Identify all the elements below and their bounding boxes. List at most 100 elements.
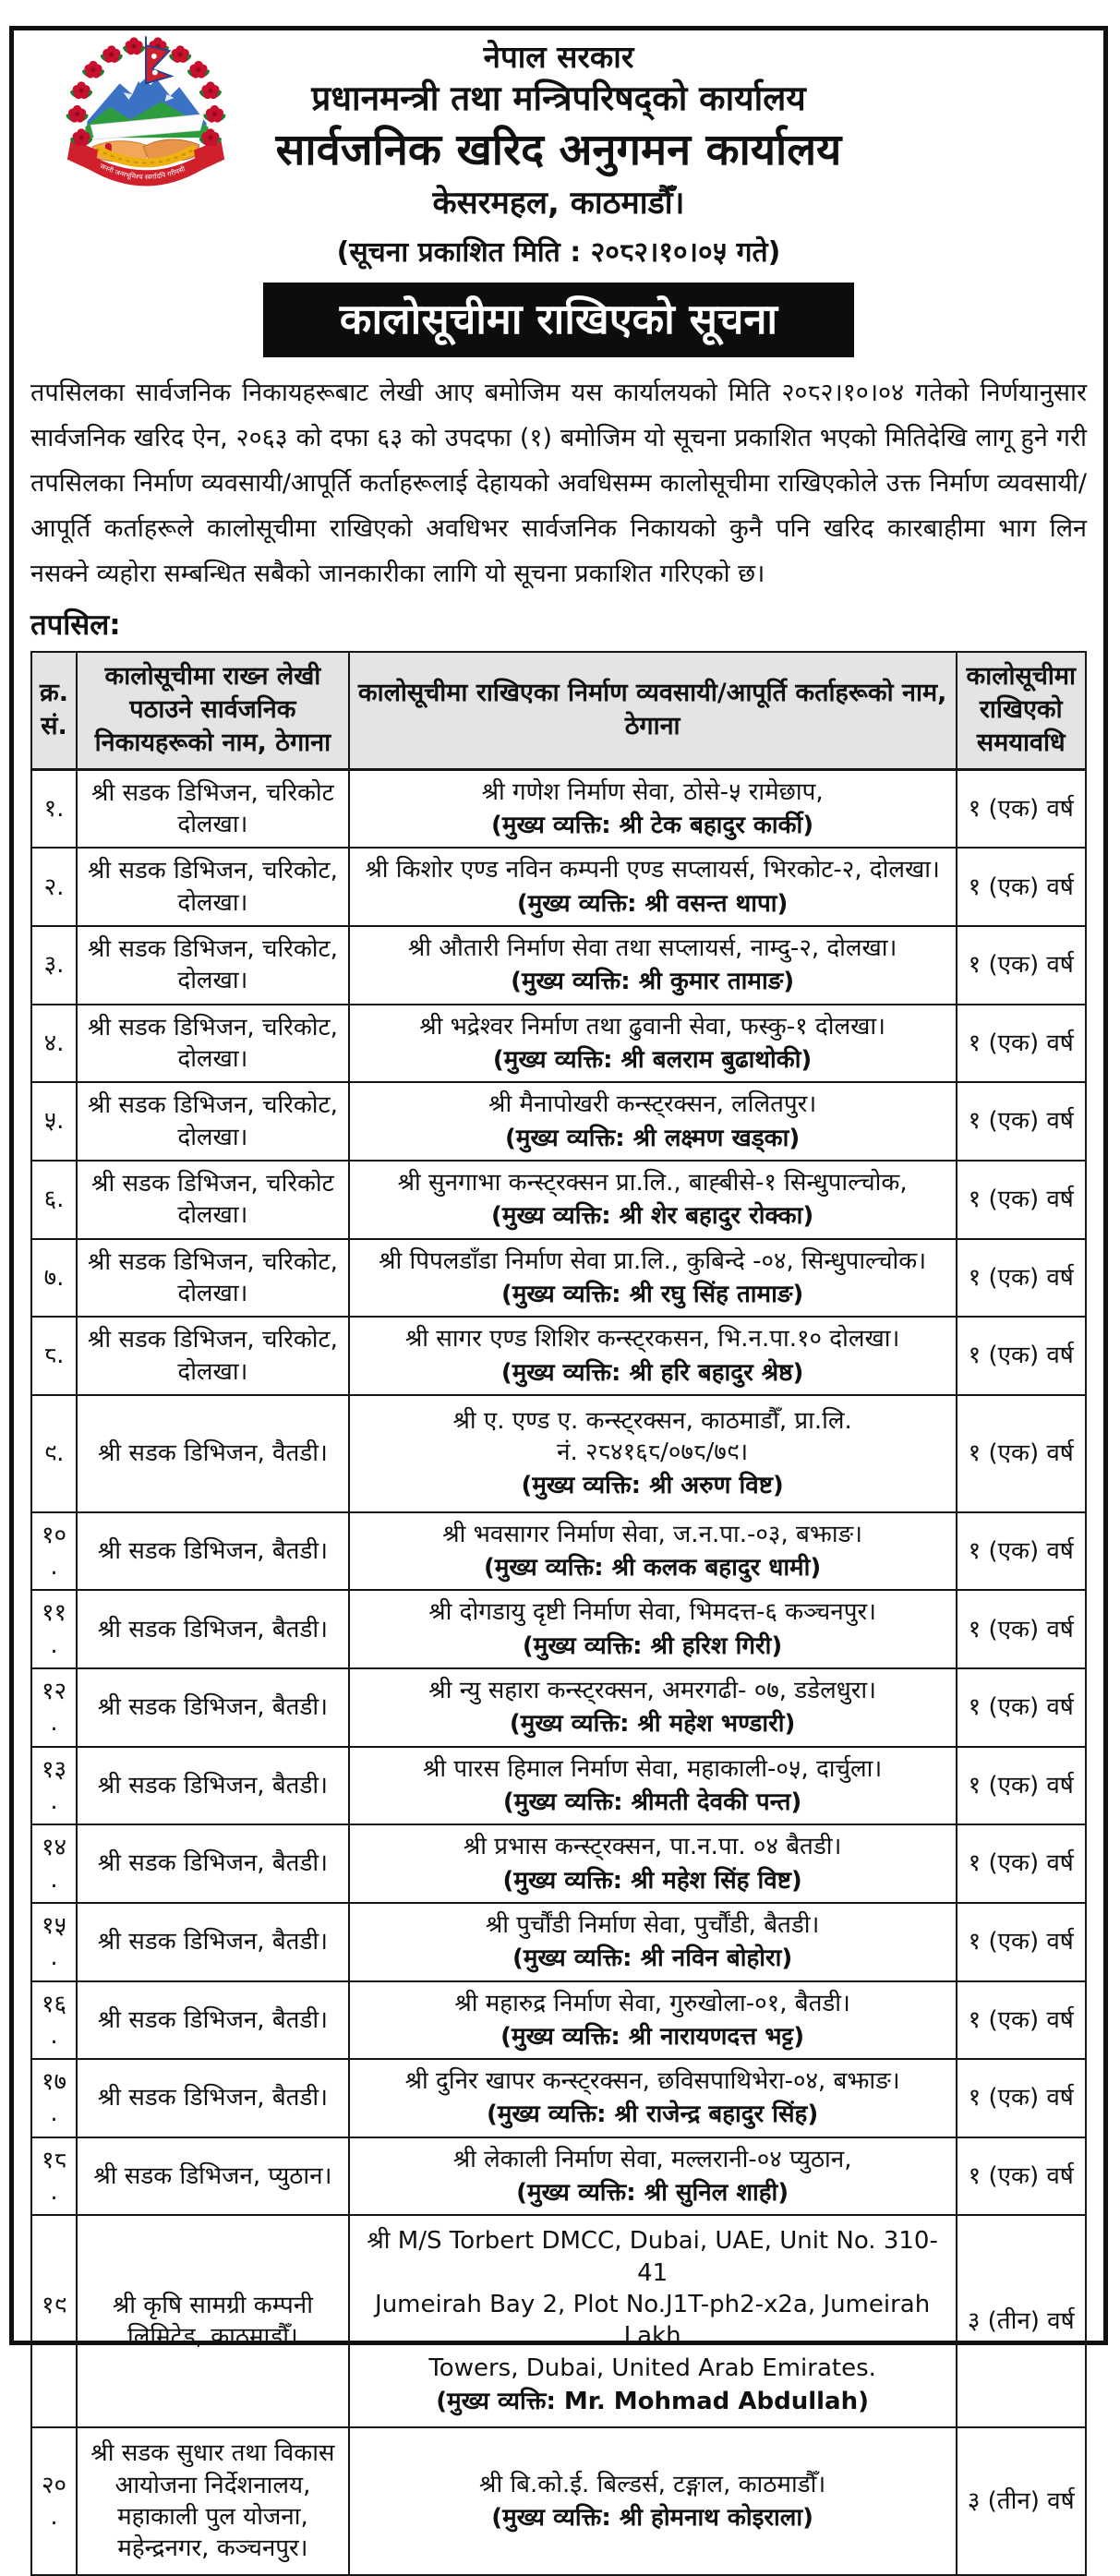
table-row: १०. श्री सडक डिभिजन, बैतडी। श्री भवसागर … bbox=[30, 1511, 1088, 1592]
cell-blacklist-duration: १ (एक) वर्ष bbox=[955, 925, 1088, 1005]
firm-key-person: (मुख्य व्यक्ति: श्री शेर बहादुर रोक्का) bbox=[491, 1202, 814, 1231]
cell-blacklisted-firm: श्री सागर एण्ड शिशिर कन्स्ट्रकसन, भि.न.प… bbox=[347, 1316, 957, 1396]
firm-key-person: (मुख्य व्यक्ति: श्री वसन्त थापा) bbox=[516, 889, 789, 918]
firm-key-person: (मुख्य व्यक्ति: श्री लक्ष्मण खड्का) bbox=[505, 1124, 801, 1152]
cell-blacklisted-firm: श्री ए. एण्ड ए. कन्स्ट्रक्सन, काठमाडौँ, … bbox=[347, 1393, 957, 1513]
firm-key-person: (मुख्य व्यक्ति: श्री राजेन्द्र बहादुर सि… bbox=[486, 2101, 819, 2129]
cell-blacklisted-firm: श्री दोगडायु दृष्टी निर्माण सेवा, भिमदत्… bbox=[347, 1589, 957, 1670]
cell-public-agency: श्री सडक डिभिजन, चरिकोट, दोलखा। bbox=[76, 1316, 350, 1396]
cell-blacklisted-firm: श्री पुर्चौंडी निर्माण सेवा, पुर्चौंडी, … bbox=[347, 1901, 957, 1982]
table-row: १८. श्री सडक डिभिजन, प्युठान। श्री लेकाल… bbox=[30, 2136, 1088, 2217]
cell-public-agency: श्री सडक डिभिजन, बैतडी। bbox=[76, 1745, 350, 1826]
nepal-government-emblem-icon: जननी जन्मभूमिश्च स्वर्गादपि गरीयसी bbox=[65, 36, 227, 190]
cell-public-agency: श्री सडक डिभिजन, चरिकोट, दोलखा। bbox=[76, 925, 350, 1005]
firm-name-lines: श्री भद्रेश्वर निर्माण तथा ढुवानी सेवा, … bbox=[419, 1012, 885, 1041]
cell-blacklist-duration: १ (एक) वर्ष bbox=[955, 1901, 1088, 1982]
cell-serial-number: ७. bbox=[30, 1237, 78, 1318]
table-row: ४. श्री सडक डिभिजन, चरिकोट, दोलखा। श्री … bbox=[30, 1003, 1088, 1084]
cell-serial-number: १९. bbox=[30, 2214, 78, 2429]
table-row: १६. श्री सडक डिभिजन, बैतडी। श्री महारुद्… bbox=[30, 1980, 1088, 2061]
table-row: ५. श्री सडक डिभिजन, चरिकोट, दोलखा। श्री … bbox=[30, 1081, 1088, 1162]
table-row: ११. श्री सडक डिभिजन, बैतडी। श्री दोगडायु… bbox=[30, 1589, 1088, 1670]
cell-blacklisted-firm: श्री पारस हिमाल निर्माण सेवा, महाकाली-०५… bbox=[347, 1745, 957, 1826]
firm-name-lines: श्री मैनापोखरी कन्स्ट्रक्सन, ललितपुर। bbox=[488, 1090, 817, 1119]
firm-name-lines: श्री लेकाली निर्माण सेवा, मल्लरानी-०४ प्… bbox=[452, 2145, 852, 2173]
blacklist-notice-page: { "header": { "government": "नेपाल सरकार… bbox=[9, 26, 1108, 2576]
firm-name-lines: श्री पुर्चौंडी निर्माण सेवा, पुर्चौंडी, … bbox=[485, 1910, 820, 1939]
firm-key-person: (मुख्य व्यक्ति: श्री नविन बोहोरा) bbox=[512, 1944, 793, 1973]
cell-serial-number: २०. bbox=[30, 2426, 78, 2576]
cell-blacklist-duration: ३ (तीन) वर्ष bbox=[955, 2214, 1088, 2429]
header-cell-sn: क्र. सं. bbox=[30, 650, 78, 771]
firm-name-lines: श्री पिपलडाँडा निर्माण सेवा प्रा.लि., कु… bbox=[379, 1246, 927, 1275]
cell-blacklist-duration: १ (एक) वर्ष bbox=[955, 1667, 1088, 1748]
table-row: १२. श्री सडक डिभिजन, बैतडी। श्री न्यु सह… bbox=[30, 1667, 1088, 1748]
cell-blacklisted-firm: श्री सुनगाभा कन्स्ट्रक्सन प्रा.लि., बाह्… bbox=[347, 1159, 957, 1240]
cell-blacklist-duration: ३ (तीन) वर्ष bbox=[955, 2426, 1088, 2576]
notice-body-paragraph: तपसिलका सार्वजनिक निकायहरूबाट लेखी आए बम… bbox=[30, 378, 1087, 589]
firm-key-person: (मुख्य व्यक्ति: श्री रघु सिंह तामाङ) bbox=[500, 1280, 804, 1308]
firm-name-lines: श्री सागर एण्ड शिशिर कन्स्ट्रकसन, भि.न.प… bbox=[404, 1325, 900, 1354]
page-frame: जननी जन्मभूमिश्च स्वर्गादपि गरीयसी नेपाल… bbox=[9, 26, 1108, 2576]
cell-serial-number: ६. bbox=[30, 1159, 78, 1240]
firm-key-person: (मुख्य व्यक्ति: श्री महेश भण्डारी) bbox=[509, 1710, 796, 1739]
cell-blacklist-duration: १ (एक) वर्ष bbox=[955, 2136, 1088, 2217]
firm-key-person: (मुख्य व्यक्ति: श्री सुनिल शाही) bbox=[516, 2179, 789, 2208]
table-row: १५. श्री सडक डिभिजन, बैतडी। श्री पुर्चौं… bbox=[30, 1901, 1088, 1982]
cell-blacklisted-firm: श्री न्यु सहारा कन्स्ट्रक्सन, अमरगढी- ०७… bbox=[347, 1667, 957, 1748]
firm-name-lines: श्री भवसागर निर्माण सेवा, ज.न.पा.-०३, बझ… bbox=[442, 1520, 862, 1548]
cell-public-agency: श्री सडक डिभिजन, बैतडी। bbox=[76, 1589, 350, 1670]
cell-public-agency: श्री सडक डिभिजन, बैतडी। bbox=[76, 2058, 350, 2138]
cell-public-agency: श्री सडक डिभिजन, चरिकोट, दोलखा। bbox=[76, 1237, 350, 1318]
firm-name-lines: श्री बि.को.ई. बिल्डर्स, टङ्गाल, काठमाडौँ… bbox=[479, 2470, 826, 2498]
cell-public-agency: श्री सडक डिभिजन, बैतडी। bbox=[76, 1901, 350, 1982]
cell-public-agency: श्री सडक डिभिजन, बैतडी। bbox=[76, 1511, 350, 1592]
cell-blacklist-duration: १ (एक) वर्ष bbox=[955, 1980, 1088, 2061]
cell-serial-number: २. bbox=[30, 847, 78, 928]
firm-key-person: (मुख्य व्यक्ति: Mr. Mohmad Abdullah) bbox=[436, 2387, 869, 2415]
cell-serial-number: १५. bbox=[30, 1901, 78, 1982]
cell-public-agency: श्री सडक डिभिजन, वैतडी। bbox=[76, 1393, 350, 1513]
government-title: नेपाल सरकार bbox=[483, 39, 634, 75]
firm-key-person: (मुख्य व्यक्ति: श्री नारायणदत्त भट्ट) bbox=[500, 2022, 805, 2051]
office-title: सार्वजनिक खरिद अनुगमन कार्यालय bbox=[275, 124, 842, 175]
header-cell-duration: कालोसूचीमा राखिएको समयावधि bbox=[955, 650, 1088, 771]
cell-blacklisted-firm: श्री प्रभास कन्स्ट्रक्सन, पा.न.पा. ०४ बै… bbox=[347, 1824, 957, 1904]
table-row: ७. श्री सडक डिभिजन, चरिकोट, दोलखा। श्री … bbox=[30, 1237, 1088, 1318]
table-row: ९. श्री सडक डिभिजन, वैतडी। श्री ए. एण्ड … bbox=[30, 1393, 1088, 1513]
office-address: केसरमहल, काठमाडौँ। bbox=[432, 184, 685, 222]
nepal-map-shape bbox=[90, 114, 206, 140]
firm-key-person: (मुख्य व्यक्ति: श्री हरिश गिरी) bbox=[522, 1631, 783, 1660]
table-row: ३. श्री सडक डिभिजन, चरिकोट, दोलखा। श्री … bbox=[30, 925, 1088, 1005]
firm-key-person: (मुख्य व्यक्ति: श्री होमनाथ कोइराला) bbox=[491, 2503, 814, 2532]
cell-serial-number: १. bbox=[30, 768, 78, 849]
cell-blacklist-duration: १ (एक) वर्ष bbox=[955, 1745, 1088, 1826]
firm-name-lines: श्री महारुद्र निर्माण सेवा, गुरुखोला-०१,… bbox=[454, 1989, 850, 2017]
table-row: ६. श्री सडक डिभिजन, चरिकोट दोलखा। श्री स… bbox=[30, 1159, 1088, 1240]
cell-serial-number: १६. bbox=[30, 1980, 78, 2061]
cell-serial-number: ८. bbox=[30, 1316, 78, 1396]
cell-blacklisted-firm: श्री किशोर एण्ड नविन कम्पनी एण्ड सप्लायर… bbox=[347, 847, 957, 928]
cell-public-agency: श्री सडक डिभिजन, चरिकोट दोलखा। bbox=[76, 768, 350, 849]
cell-blacklist-duration: १ (एक) वर्ष bbox=[955, 1003, 1088, 1084]
nepal-flag-icon bbox=[145, 36, 175, 85]
cell-public-agency: श्री सडक डिभिजन, चरिकोट, दोलखा। bbox=[76, 1003, 350, 1084]
firm-name-lines: श्री प्रभास कन्स्ट्रक्सन, पा.न.पा. ०४ बै… bbox=[463, 1833, 842, 1861]
cell-blacklisted-firm: श्री दुनिर खापर कन्स्ट्रक्सन, छविसपाथिभे… bbox=[347, 2058, 957, 2138]
header-cell-firm: कालोसूचीमा राखिएका निर्माण व्यवसायी/आपूर… bbox=[347, 650, 957, 771]
table-row: ८. श्री सडक डिभिजन, चरिकोट, दोलखा। श्री … bbox=[30, 1316, 1088, 1396]
parent-office-title: प्रधानमन्त्री तथा मन्त्रिपरिषद्को कार्या… bbox=[311, 78, 806, 119]
firm-name-lines: श्री M/S Torbert DMCC, Dubai, UAE, Unit … bbox=[367, 2227, 938, 2382]
cell-serial-number: १४. bbox=[30, 1824, 78, 1904]
firm-key-person: (मुख्य व्यक्ति: श्री अरुण विष्ट) bbox=[521, 1472, 784, 1500]
cell-public-agency: श्री सडक डिभिजन, चरिकोट, दोलखा। bbox=[76, 1081, 350, 1162]
cell-serial-number: १८. bbox=[30, 2136, 78, 2217]
firm-key-person: (मुख्य व्यक्ति: श्री महेश सिंह विष्ट) bbox=[502, 1866, 802, 1895]
table-row: १९. श्री कृषि सामग्री कम्पनी लिमिटेड, का… bbox=[30, 2214, 1088, 2429]
blacklist-table-header: क्र. सं. कालोसूचीमा राख्न लेखी पठाउने सा… bbox=[30, 650, 1088, 771]
cell-public-agency: श्री सडक डिभिजन, चरिकोट, दोलखा। bbox=[76, 847, 350, 928]
table-row: १३. श्री सडक डिभिजन, बैतडी। श्री पारस हि… bbox=[30, 1745, 1088, 1826]
published-date: (सूचना प्रकाशित मिति : २०८२।१०।०५ गते) bbox=[336, 235, 781, 269]
cell-serial-number: ३. bbox=[30, 925, 78, 1005]
cell-blacklist-duration: १ (एक) वर्ष bbox=[955, 1589, 1088, 1670]
